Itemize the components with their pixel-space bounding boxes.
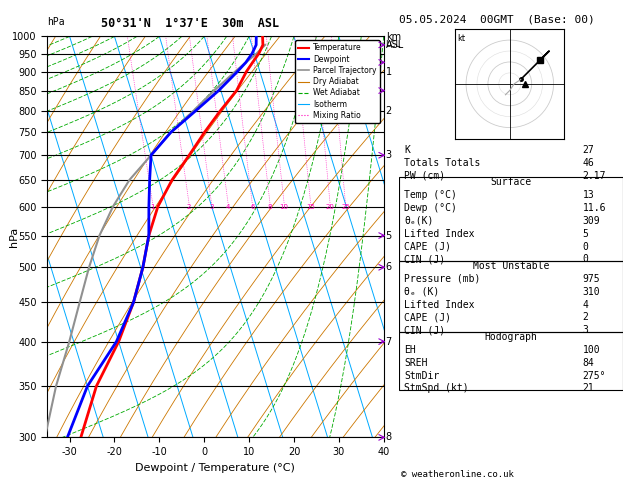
- Text: CIN (J): CIN (J): [404, 325, 445, 335]
- Text: PW (cm): PW (cm): [404, 171, 445, 181]
- Text: 309: 309: [582, 216, 600, 226]
- Text: K: K: [404, 145, 409, 155]
- Text: 10: 10: [280, 204, 289, 210]
- Text: LCL: LCL: [386, 40, 401, 50]
- Text: 2: 2: [187, 204, 191, 210]
- Text: 2: 2: [386, 106, 392, 116]
- Text: StmDir: StmDir: [404, 370, 439, 381]
- Text: Dewp (°C): Dewp (°C): [404, 203, 457, 213]
- Text: Pressure (mb): Pressure (mb): [404, 274, 481, 284]
- Text: 3: 3: [209, 204, 214, 210]
- Text: Most Unstable: Most Unstable: [473, 261, 549, 271]
- Text: Lifted Index: Lifted Index: [404, 299, 474, 310]
- Text: 25: 25: [341, 204, 350, 210]
- Text: ASL: ASL: [386, 40, 404, 51]
- Text: © weatheronline.co.uk: © weatheronline.co.uk: [401, 469, 514, 479]
- Bar: [399, 332, 623, 390]
- Text: 0: 0: [582, 242, 588, 252]
- Text: hPa: hPa: [9, 227, 18, 247]
- Text: SREH: SREH: [404, 358, 427, 367]
- Text: CIN (J): CIN (J): [404, 255, 445, 264]
- Text: EH: EH: [404, 345, 416, 355]
- Text: 84: 84: [582, 358, 594, 367]
- Text: 1: 1: [150, 204, 155, 210]
- Text: 13: 13: [582, 190, 594, 200]
- X-axis label: Dewpoint / Temperature (°C): Dewpoint / Temperature (°C): [135, 463, 296, 473]
- Bar: [399, 177, 623, 261]
- Text: 1: 1: [386, 67, 392, 76]
- Text: 100: 100: [582, 345, 600, 355]
- Text: 2.17: 2.17: [582, 171, 606, 181]
- Text: 50°31'N  1°37'E  30m  ASL: 50°31'N 1°37'E 30m ASL: [101, 17, 279, 30]
- Text: 11.6: 11.6: [582, 203, 606, 213]
- Text: 310: 310: [582, 287, 600, 296]
- Text: Temp (°C): Temp (°C): [404, 190, 457, 200]
- Text: 3: 3: [582, 325, 588, 335]
- Text: StmSpd (kt): StmSpd (kt): [404, 383, 469, 393]
- Text: 8: 8: [386, 433, 392, 442]
- Text: 05.05.2024  00GMT  (Base: 00): 05.05.2024 00GMT (Base: 00): [399, 15, 595, 25]
- Text: 3: 3: [386, 150, 392, 160]
- Legend: Temperature, Dewpoint, Parcel Trajectory, Dry Adiabat, Wet Adiabat, Isotherm, Mi: Temperature, Dewpoint, Parcel Trajectory…: [295, 40, 380, 123]
- Text: 46: 46: [582, 158, 594, 168]
- Text: Lifted Index: Lifted Index: [404, 228, 474, 239]
- Text: hPa: hPa: [47, 17, 65, 27]
- Text: 275°: 275°: [582, 370, 606, 381]
- Bar: [399, 261, 623, 332]
- Text: 8: 8: [268, 204, 272, 210]
- Text: 975: 975: [582, 274, 600, 284]
- Text: 21: 21: [582, 383, 594, 393]
- Text: θₑ (K): θₑ (K): [404, 287, 439, 296]
- Text: Hodograph: Hodograph: [484, 332, 538, 342]
- Text: 15: 15: [306, 204, 315, 210]
- Text: θₑ(K): θₑ(K): [404, 216, 433, 226]
- Text: 5: 5: [386, 230, 392, 241]
- Text: 4: 4: [226, 204, 230, 210]
- Text: Totals Totals: Totals Totals: [404, 158, 481, 168]
- Text: 7: 7: [386, 337, 392, 347]
- Text: 4: 4: [582, 299, 588, 310]
- Text: 6: 6: [386, 262, 392, 272]
- Text: CAPE (J): CAPE (J): [404, 312, 451, 323]
- Text: 27: 27: [582, 145, 594, 155]
- Text: 6: 6: [250, 204, 255, 210]
- Text: 20: 20: [326, 204, 335, 210]
- Text: CAPE (J): CAPE (J): [404, 242, 451, 252]
- Text: 5: 5: [582, 228, 588, 239]
- Text: 0: 0: [582, 255, 588, 264]
- Text: kt: kt: [457, 34, 465, 43]
- Text: 2: 2: [582, 312, 588, 323]
- Text: Surface: Surface: [491, 177, 532, 187]
- Text: km: km: [386, 32, 401, 42]
